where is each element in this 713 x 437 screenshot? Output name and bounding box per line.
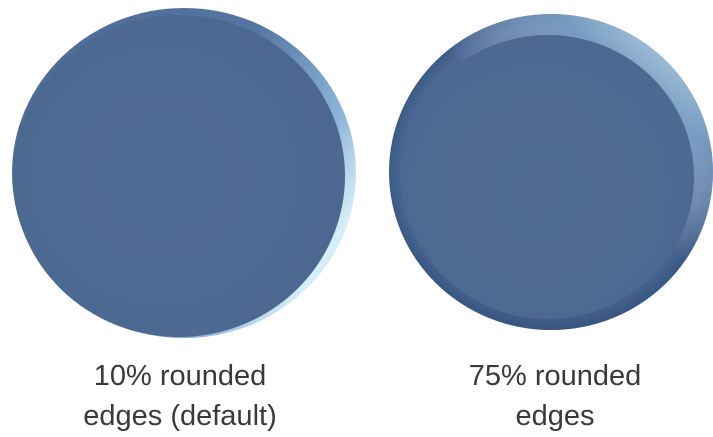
caption-line: edges xyxy=(515,400,595,432)
caption-75-percent: 75% rounded edges xyxy=(385,356,713,436)
disc-75-percent xyxy=(389,14,713,330)
caption-line: edges (default) xyxy=(83,400,277,432)
caption-line: 75% rounded xyxy=(468,360,642,392)
caption-10-percent: 10% rounded edges (default) xyxy=(10,356,350,436)
disc-10-percent xyxy=(12,8,356,338)
caption-line: 10% rounded xyxy=(93,360,267,392)
